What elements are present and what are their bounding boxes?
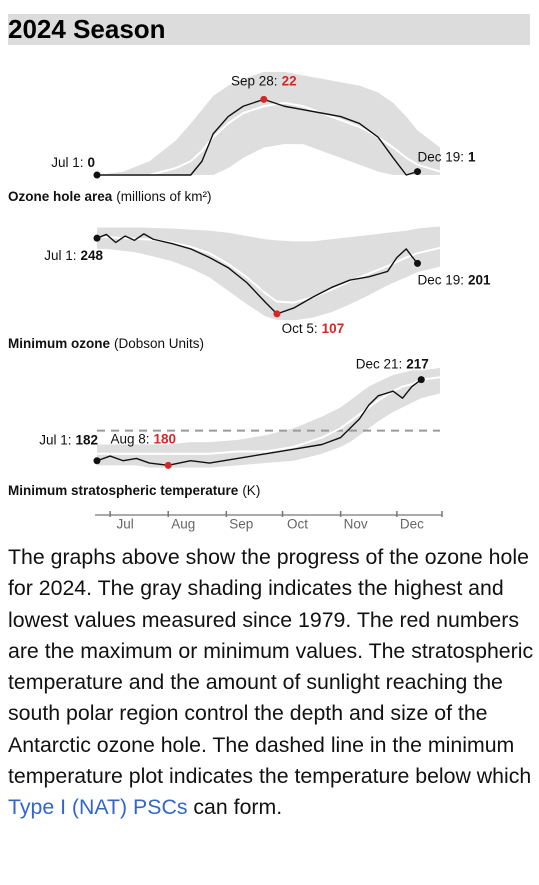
range-band [97, 71, 440, 175]
annotation-date: Jul 1: [51, 155, 83, 170]
chart-title-main: Minimum ozone [8, 336, 110, 351]
chart-title-main: Ozone hole area [8, 189, 113, 204]
annotation-value: 248 [80, 248, 103, 263]
annotation-date: Oct 5: [282, 320, 318, 335]
highlight-point [93, 457, 101, 465]
chart-title-main: Minimum stratospheric temperature [8, 483, 239, 498]
range-band [97, 368, 440, 468]
annotation: Dec 19: 201 [418, 272, 492, 287]
x-tick-label: Oct [287, 517, 308, 532]
annotation-date: Jul 1: [44, 248, 76, 263]
section-title: 2024 Season [8, 14, 166, 44]
x-tick-label: Jul [116, 517, 133, 532]
highlight-point [414, 259, 422, 267]
annotation-date: Sep 28: [231, 73, 278, 88]
x-tick-label: Nov [344, 517, 368, 532]
annotation-value: 182 [75, 432, 98, 447]
chart-title-unit: (millions of km²) [116, 189, 211, 204]
highlight-point [417, 376, 425, 384]
caption: The graphs above show the progress of th… [8, 542, 536, 824]
highlight-point [164, 461, 172, 469]
annotation: Jul 1: 182 [39, 432, 98, 447]
annotation: Aug 8: 180 [110, 431, 176, 446]
annotation-date: Aug 8: [110, 431, 149, 446]
chart-title: Minimum ozone (Dobson Units) [8, 336, 204, 351]
data-line [97, 236, 441, 304]
data-line [96, 379, 422, 467]
annotation-value: 1 [468, 149, 476, 164]
highlight-point [273, 310, 281, 318]
x-tick-label: Aug [171, 517, 195, 532]
annotation: Dec 19: 1 [418, 149, 477, 164]
annotation-value: 0 [87, 155, 95, 170]
section-header: 2024 Season [8, 14, 530, 45]
annotation: Dec 21: 217 [356, 356, 429, 371]
annotation-value: 201 [468, 272, 491, 287]
highlight-point [93, 171, 101, 179]
x-tick-label: Sep [229, 517, 253, 532]
annotation-date: Dec 21: [356, 356, 403, 371]
data-line [97, 101, 441, 176]
annotation-value: 180 [153, 431, 176, 446]
annotation-date: Dec 19: [418, 149, 465, 164]
data-line [96, 233, 419, 315]
highlight-point [93, 234, 101, 242]
annotation-date: Dec 19: [418, 272, 465, 287]
annotation-date: Jul 1: [39, 432, 71, 447]
annotation-value: 22 [282, 73, 297, 88]
chart-title-unit: (Dobson Units) [114, 336, 204, 351]
chart-title: Ozone hole area (millions of km²) [8, 189, 212, 204]
annotation: Oct 5: 107 [282, 320, 345, 335]
highlight-point [414, 168, 422, 176]
annotation: Sep 28: 22 [231, 73, 297, 88]
highlight-point [260, 95, 268, 103]
chart-title: Minimum stratospheric temperature (K) [8, 483, 260, 498]
annotation-value: 107 [322, 320, 345, 335]
range-band [97, 226, 440, 321]
data-line [97, 376, 441, 455]
caption-text-after: can form. [193, 795, 283, 820]
chart-title-unit: (K) [242, 483, 260, 498]
caption-text: The graphs above show the progress of th… [8, 545, 534, 789]
annotation: Jul 1: 0 [51, 155, 95, 170]
link[interactable]: Type I (NAT) PSCs [8, 795, 188, 820]
annotation-value: 217 [406, 356, 429, 371]
x-tick-label: Dec [400, 517, 424, 532]
annotation: Jul 1: 248 [44, 248, 103, 263]
